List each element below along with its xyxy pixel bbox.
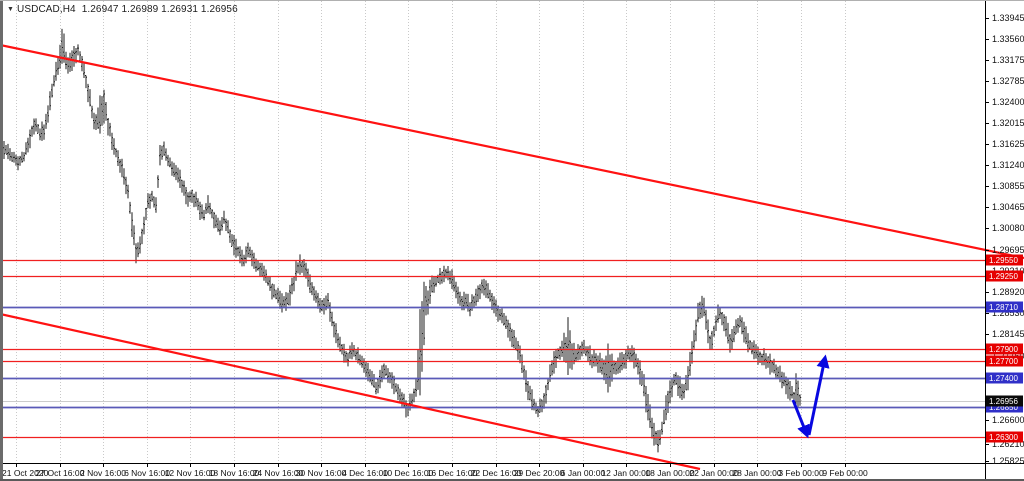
price-tick-label: 1.31625: [992, 139, 1024, 149]
date-tick-label: 10 Dec 16:00: [383, 468, 434, 478]
date-tick-label: 3 Feb 00:00: [778, 468, 824, 478]
trendline-upper-channel[interactable]: [0, 43, 1024, 260]
level-badge-1.29550-label: 1.29550: [989, 256, 1018, 265]
symbol-period-label: USDCAD,H4: [17, 4, 76, 15]
price-tick-label: 1.26600: [992, 415, 1024, 425]
price-tick-label: 1.33175: [992, 55, 1024, 65]
price-tick-label: 1.25825: [992, 456, 1024, 466]
date-tick-label: 12 Jan 00:00: [601, 468, 650, 478]
chart-title: ▼ USDCAD,H4 1.26947 1.26989 1.26931 1.2695…: [7, 4, 238, 15]
level-badge-1.26300-label: 1.26300: [989, 433, 1018, 442]
date-tick-label: 21 Oct 2020: [2, 468, 49, 478]
date-tick-label: 2 Nov 16:00: [80, 468, 126, 478]
price-tick-label: 1.30855: [992, 181, 1024, 191]
price-tick-label: 1.32400: [992, 97, 1024, 107]
level-badge-1.28710-bg: [986, 301, 1023, 313]
price-tick-label: 1.32785: [992, 76, 1024, 86]
level-badge-1.29550-bg: [986, 254, 1023, 266]
price-tick-label: 1.30465: [992, 202, 1024, 212]
price-tick-label: 1.28145: [992, 329, 1024, 339]
date-tick-label: 22 Dec 16:00: [471, 468, 522, 478]
level-badge-1.27900-bg: [986, 343, 1023, 355]
date-tick-label: 18 Nov 16:00: [209, 468, 260, 478]
date-tick-label: 4 Dec 16:00: [342, 468, 388, 478]
date-tick-label: 9 Feb 00:00: [822, 468, 868, 478]
date-tick-label: 22 Jan 00:00: [689, 468, 738, 478]
forecast-arrow-down[interactable]: [791, 399, 810, 439]
level-badge-1.27400-bg: [986, 372, 1023, 384]
level-badge-1.28710-label: 1.28710: [989, 303, 1018, 312]
price-tick-label: 1.30080: [992, 223, 1024, 233]
level-badge-1.29250-label: 1.29250: [989, 272, 1018, 281]
price-tick-label: 1.28920: [992, 287, 1024, 297]
date-tick-label: 6 Jan 00:00: [561, 468, 606, 478]
date-tick-label: 18 Jan 00:00: [645, 468, 694, 478]
level-badge-1.26850-bg: [986, 401, 1023, 413]
level-badge-1.27900-label: 1.27900: [989, 345, 1018, 354]
date-tick-label: 30 Nov 16:00: [296, 468, 347, 478]
date-tick-label: 6 Nov 16:00: [124, 468, 170, 478]
level-badge-1.29250-bg: [986, 270, 1023, 282]
price-tick-label: 1.26210: [992, 439, 1024, 449]
bid-badge-label: 1.26956: [989, 397, 1018, 406]
window-left-edge: [0, 1, 3, 479]
date-tick-label: 12 Nov 16:00: [165, 468, 216, 478]
date-tick-label: 16 Dec 16:00: [427, 468, 478, 478]
trendline-lower-channel[interactable]: [0, 312, 701, 471]
price-tick-label: 1.33945: [992, 13, 1024, 23]
forecast-arrow-up[interactable]: [807, 354, 830, 436]
date-tick-label: 29 Dec 20:00: [514, 468, 565, 478]
date-tick-label: 27 Oct 16:00: [36, 468, 85, 478]
level-badge-1.26850-label: 1.26850: [989, 403, 1018, 412]
level-badge-1.27700-label: 1.27700: [989, 357, 1018, 366]
level-badge-1.27400-label: 1.27400: [989, 374, 1018, 383]
ohlc-quote-label: 1.26947 1.26989 1.26931 1.26956: [81, 4, 238, 15]
date-tick-label: 28 Jan 00:00: [732, 468, 781, 478]
price-tick-label: 1.29695: [992, 245, 1024, 255]
price-bars: [1, 28, 801, 453]
bid-badge-bg: [986, 395, 1023, 407]
price-tick-label: 1.28530: [992, 308, 1024, 318]
collapse-arrow-icon[interactable]: ▼: [7, 6, 15, 13]
price-tick-label: 1.31240: [992, 160, 1024, 170]
level-badge-1.27700-bg: [986, 355, 1023, 367]
date-tick-label: 24 Nov 16:00: [253, 468, 304, 478]
level-badge-1.26300-bg: [986, 431, 1023, 443]
price-tick-label: 1.32015: [992, 118, 1024, 128]
price-tick-label: 1.33560: [992, 34, 1024, 44]
